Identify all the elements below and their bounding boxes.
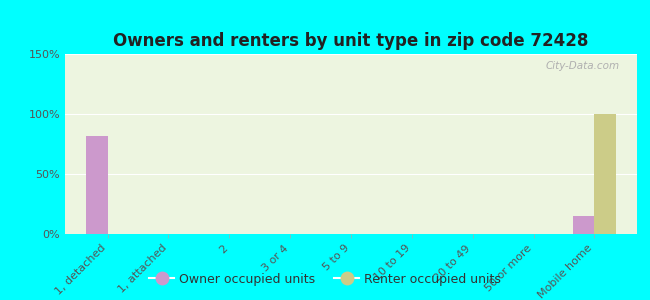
Text: City-Data.com: City-Data.com [546, 61, 620, 71]
Title: Owners and renters by unit type in zip code 72428: Owners and renters by unit type in zip c… [113, 32, 589, 50]
Legend: Owner occupied units, Renter occupied units: Owner occupied units, Renter occupied un… [144, 268, 506, 291]
Bar [573, 216, 594, 234]
Bar [594, 114, 616, 234]
Bar [86, 136, 108, 234]
